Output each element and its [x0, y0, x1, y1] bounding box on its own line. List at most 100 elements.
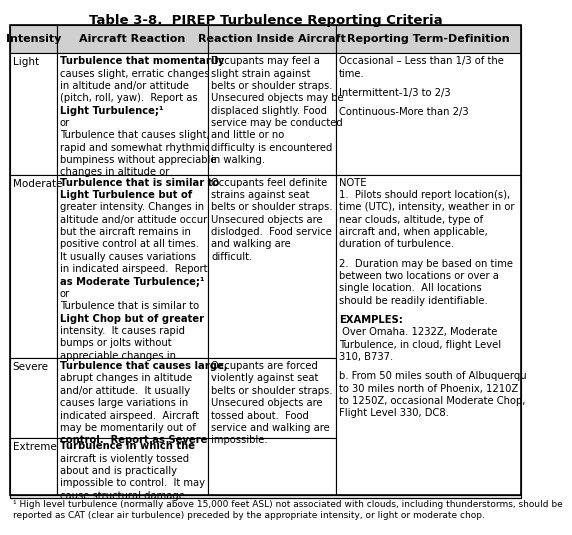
Text: NOTE: NOTE	[339, 178, 366, 188]
Text: in altitude and/or attitude: in altitude and/or attitude	[60, 81, 189, 91]
Text: belts or shoulder straps.: belts or shoulder straps.	[211, 81, 333, 91]
Text: Occupants may feel a: Occupants may feel a	[211, 56, 320, 66]
Text: EXAMPLES:: EXAMPLES:	[339, 315, 403, 325]
Text: and little or no: and little or no	[211, 131, 284, 140]
Text: to 1250Z, occasional Moderate Chop,: to 1250Z, occasional Moderate Chop,	[339, 396, 525, 406]
Text: rapid and somewhat rhythmic: rapid and somewhat rhythmic	[60, 143, 210, 152]
Bar	[208, 25, 336, 53]
Text: 1.  Pilots should report location(s),: 1. Pilots should report location(s),	[339, 190, 510, 200]
Text: Severe: Severe	[13, 362, 49, 372]
Text: to 30 miles north of Phoenix, 1210Z: to 30 miles north of Phoenix, 1210Z	[339, 384, 518, 394]
Text: positive control at all times.: positive control at all times.	[60, 240, 199, 249]
Text: Flight Level 330, DC8.: Flight Level 330, DC8.	[339, 408, 448, 418]
Text: or: or	[60, 118, 70, 128]
Text: and walking are: and walking are	[211, 240, 291, 249]
Text: service and walking are: service and walking are	[211, 423, 330, 433]
Text: may be momentarily out of: may be momentarily out of	[60, 423, 196, 433]
Text: Occasional – Less than 1/3 of the: Occasional – Less than 1/3 of the	[339, 56, 504, 66]
Text: between two locations or over a: between two locations or over a	[339, 271, 499, 281]
Text: Moderate: Moderate	[13, 179, 62, 189]
Bar	[336, 25, 521, 53]
Text: Turbulence that is similar to: Turbulence that is similar to	[60, 301, 199, 311]
Text: Unsecured objects are: Unsecured objects are	[211, 215, 323, 225]
Text: indicated airspeed.  Aircraft: indicated airspeed. Aircraft	[60, 410, 199, 421]
Text: Turbulence that momentarily: Turbulence that momentarily	[60, 56, 224, 66]
Text: Turbulence in which the: Turbulence in which the	[60, 441, 195, 451]
Bar	[336, 174, 521, 498]
Text: tossed about.  Food: tossed about. Food	[211, 410, 309, 421]
Text: dislodged.  Food service: dislodged. Food service	[211, 227, 332, 237]
Text: cause structural damage.: cause structural damage.	[60, 491, 188, 501]
Bar	[57, 53, 208, 174]
Text: and/or attitude.  It usually: and/or attitude. It usually	[60, 386, 190, 396]
Text: Occupants are forced: Occupants are forced	[211, 361, 318, 371]
Text: changes in altitude or: changes in altitude or	[60, 167, 169, 178]
Bar	[57, 25, 208, 53]
Text: Extreme: Extreme	[13, 442, 56, 452]
Text: time.: time.	[339, 68, 364, 79]
Text: but the aircraft remains in: but the aircraft remains in	[60, 227, 191, 237]
Text: slight strain against: slight strain against	[211, 68, 311, 79]
Text: 2.  Duration may be based on time: 2. Duration may be based on time	[339, 258, 513, 269]
Bar	[57, 174, 208, 358]
Text: Intensity: Intensity	[6, 34, 61, 44]
Text: Light Chop but of greater: Light Chop but of greater	[60, 314, 204, 324]
Text: Unsecured objects are: Unsecured objects are	[211, 398, 323, 408]
Text: duration of turbulence.: duration of turbulence.	[339, 240, 454, 249]
Text: Reporting Term-Definition: Reporting Term-Definition	[347, 34, 510, 44]
Bar	[208, 53, 336, 174]
Text: intensity.  It causes rapid: intensity. It causes rapid	[60, 326, 185, 336]
Text: ¹ High level turbulence (normally above 15,000 feet ASL) not associated with clo: ¹ High level turbulence (normally above …	[13, 500, 562, 519]
Text: about and is practically: about and is practically	[60, 466, 177, 476]
Text: time (UTC), intensity, weather in or: time (UTC), intensity, weather in or	[339, 202, 514, 212]
Text: impossible to control.  It may: impossible to control. It may	[60, 478, 205, 488]
Text: Reaction Inside Aircraft: Reaction Inside Aircraft	[198, 34, 345, 44]
Text: service may be conducted: service may be conducted	[211, 118, 343, 128]
Bar	[336, 53, 521, 174]
Bar	[10, 438, 57, 498]
Bar	[57, 438, 208, 498]
Text: Unsecured objects may be: Unsecured objects may be	[211, 93, 344, 103]
Bar	[208, 358, 336, 438]
Text: violently against seat: violently against seat	[211, 373, 319, 384]
Bar	[10, 495, 521, 498]
Text: Table 3-8.  PIREP Turbulence Reporting Criteria: Table 3-8. PIREP Turbulence Reporting Cr…	[89, 14, 442, 27]
Text: as Moderate Turbulence;¹: as Moderate Turbulence;¹	[60, 277, 204, 287]
Text: Aircraft Reaction: Aircraft Reaction	[80, 34, 185, 44]
Bar	[10, 174, 57, 358]
Text: Continuous-More than 2/3: Continuous-More than 2/3	[339, 107, 468, 117]
Bar	[57, 358, 208, 438]
Text: bumpiness without appreciable: bumpiness without appreciable	[60, 155, 216, 165]
Text: appreciable changes in: appreciable changes in	[60, 351, 176, 361]
Text: It usually causes variations: It usually causes variations	[60, 252, 196, 262]
Text: aircraft is violently tossed: aircraft is violently tossed	[60, 454, 189, 464]
Text: Light: Light	[13, 57, 39, 67]
Text: aircraft and, when applicable,: aircraft and, when applicable,	[339, 227, 487, 237]
Text: bumps or jolts without: bumps or jolts without	[60, 338, 172, 348]
Text: causes slight, erratic changes: causes slight, erratic changes	[60, 68, 209, 79]
Bar	[208, 438, 336, 498]
Text: in walking.: in walking.	[211, 155, 265, 165]
Text: Occupants feel definite: Occupants feel definite	[211, 178, 327, 188]
Bar	[10, 53, 57, 174]
Text: belts or shoulder straps.: belts or shoulder straps.	[211, 386, 333, 396]
Text: Intermittent-1/3 to 2/3: Intermittent-1/3 to 2/3	[339, 88, 451, 98]
Text: abrupt changes in altitude: abrupt changes in altitude	[60, 373, 192, 384]
Text: difficulty is encountered: difficulty is encountered	[211, 143, 332, 152]
Text: Turbulence that causes slight,: Turbulence that causes slight,	[60, 131, 209, 140]
Text: Turbulence, in cloud, flight Level: Turbulence, in cloud, flight Level	[339, 340, 501, 349]
Text: altitude and/or attitude occur: altitude and/or attitude occur	[60, 215, 207, 225]
Text: Turbulence that causes large,: Turbulence that causes large,	[60, 361, 228, 371]
Text: strains against seat: strains against seat	[211, 190, 309, 200]
Text: in indicated airspeed.  Report: in indicated airspeed. Report	[60, 264, 208, 274]
Text: should be readily identifiable.: should be readily identifiable.	[339, 296, 487, 305]
Text: Over Omaha. 1232Z, Moderate: Over Omaha. 1232Z, Moderate	[339, 327, 497, 337]
Text: 310, B737.: 310, B737.	[339, 352, 393, 362]
Text: b. From 50 miles south of Albuquerque: b. From 50 miles south of Albuquerque	[339, 371, 533, 381]
Text: near clouds, altitude, type of: near clouds, altitude, type of	[339, 215, 483, 225]
Text: single location.  All locations: single location. All locations	[339, 284, 482, 293]
Bar	[208, 174, 336, 358]
Bar	[10, 25, 57, 53]
Text: Light Turbulence but of: Light Turbulence but of	[60, 190, 192, 200]
Text: Turbulence that is similar to: Turbulence that is similar to	[60, 178, 219, 188]
